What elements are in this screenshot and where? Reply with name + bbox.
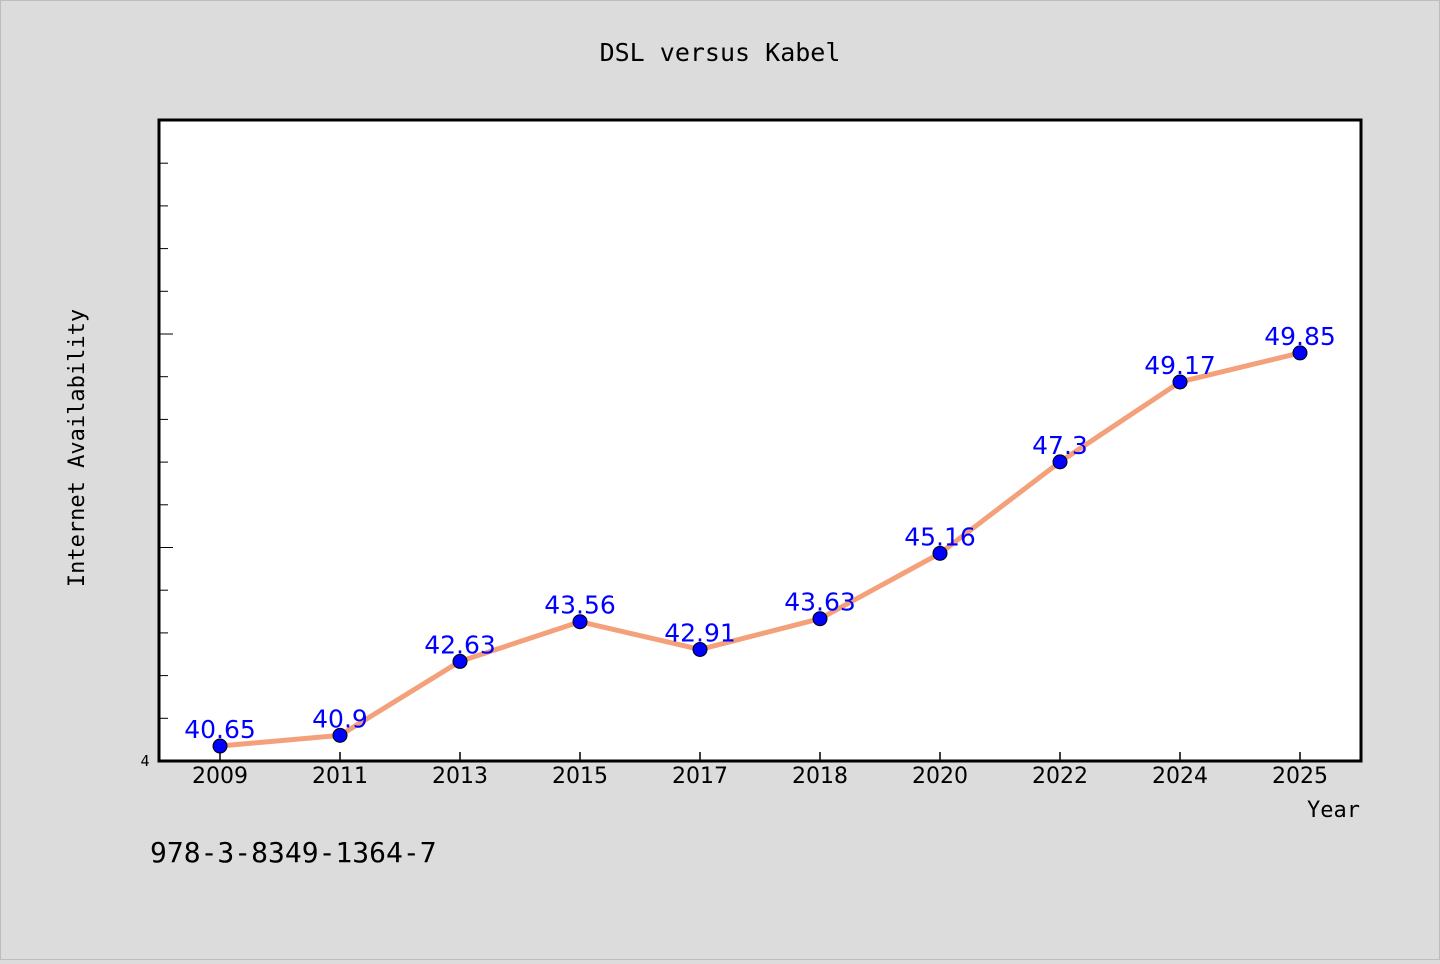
x-axis-ticks: 2009 2011 2013 2015 2017 2018 2020 2022 2024 2025	[192, 752, 1328, 789]
data-point	[812, 611, 828, 627]
y-axis-ticks	[159, 162, 173, 719]
x-tick-label: 2020	[912, 764, 968, 789]
x-tick-label: 2022	[1032, 764, 1088, 789]
series-line	[217, 350, 1303, 749]
data-point	[932, 545, 948, 561]
data-point	[1172, 374, 1188, 390]
data-label: 40.65	[184, 715, 256, 744]
data-label: 45.16	[904, 522, 976, 551]
data-point	[1052, 454, 1068, 470]
data-label: 43.63	[784, 588, 856, 617]
series-group: 40.65 40.9 42.63 43.56 42.91 43.63 45.16 47.3 49…	[184, 322, 1336, 754]
data-label: 40.9	[312, 704, 368, 733]
x-tick-label: 2009	[192, 764, 248, 789]
data-label: 43.56	[544, 591, 616, 620]
y-tick-label: 4	[140, 752, 149, 770]
chart-title: DSL versus Kabel	[600, 38, 841, 67]
x-tick-label: 2025	[1272, 764, 1328, 789]
data-label: 42.91	[664, 618, 736, 647]
plot-area	[157, 118, 1363, 763]
x-tick-label: 2017	[672, 764, 728, 789]
data-label: 49.17	[1144, 351, 1216, 380]
x-tick-label: 2018	[792, 764, 848, 789]
x-tick-label: 2024	[1152, 764, 1208, 789]
data-point	[332, 727, 348, 743]
x-tick-label: 2015	[552, 764, 608, 789]
data-point	[692, 641, 708, 657]
x-tick-label: 2011	[312, 764, 368, 789]
y-axis-label: Internet Availability	[65, 309, 90, 587]
x-axis-label: Year	[1307, 798, 1360, 823]
data-label: 47.3	[1032, 431, 1088, 460]
x-tick-label: 2013	[432, 764, 488, 789]
data-point	[572, 614, 588, 630]
footer-isbn: 978-3-8349-1364-7	[150, 836, 437, 869]
data-label: 42.63	[424, 630, 496, 659]
data-point	[1292, 345, 1308, 361]
data-point	[452, 653, 468, 669]
data-label: 49.85	[1264, 322, 1336, 351]
data-point	[212, 738, 228, 754]
